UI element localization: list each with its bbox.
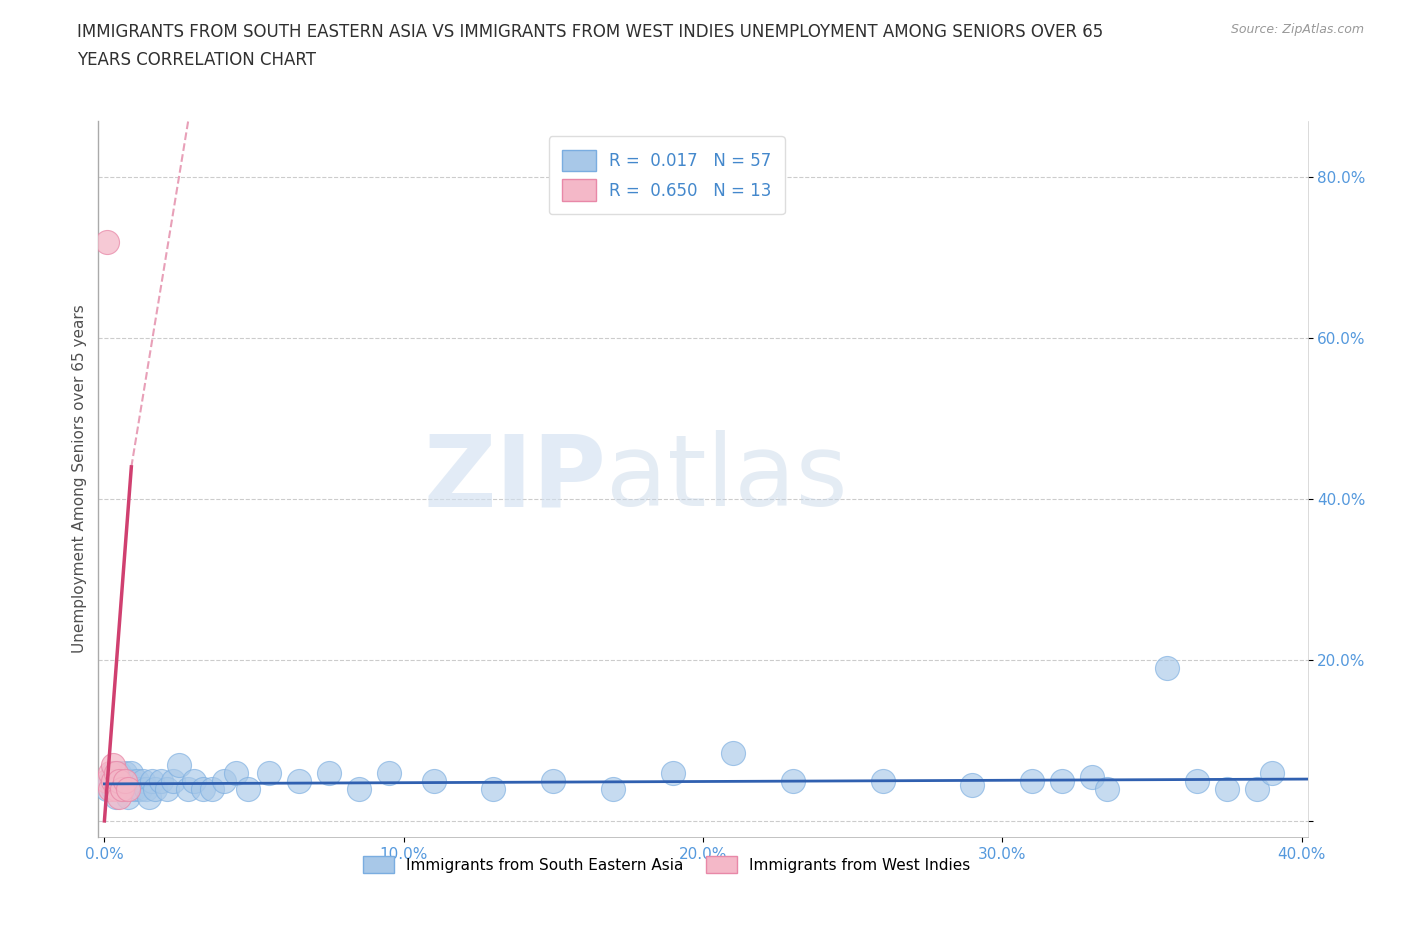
Point (111, 781, 134, 796)
Point (129, 781, 152, 796)
Point (105, 790, 128, 804)
Point (662, 765, 685, 780)
Point (1260, 765, 1282, 780)
Text: ZIP: ZIP (423, 431, 606, 527)
Point (1021, 773, 1043, 788)
Point (114, 765, 136, 780)
Point (543, 773, 565, 788)
Point (132, 773, 155, 788)
Point (1081, 769, 1104, 784)
Point (1156, 660, 1178, 675)
Point (162, 773, 184, 788)
Point (108, 765, 131, 780)
Point (225, 765, 247, 780)
Point (105, 781, 128, 796)
Point (117, 790, 139, 804)
Point (100, 773, 122, 788)
Text: Source: ZipAtlas.com: Source: ZipAtlas.com (1230, 23, 1364, 36)
Point (96, 773, 118, 788)
Point (114, 773, 136, 788)
Point (111, 773, 134, 788)
Point (138, 790, 160, 804)
Point (288, 773, 311, 788)
Point (422, 773, 444, 788)
Point (1246, 781, 1268, 796)
Point (212, 773, 235, 788)
Point (143, 781, 166, 796)
Point (96, 234, 118, 249)
Point (117, 781, 139, 796)
Point (1216, 781, 1239, 796)
Point (721, 745, 744, 760)
Point (108, 773, 131, 788)
Point (103, 757, 125, 772)
Point (108, 781, 131, 796)
Point (377, 765, 399, 780)
Point (602, 781, 624, 796)
Point (105, 765, 128, 780)
Text: YEARS CORRELATION CHART: YEARS CORRELATION CHART (77, 51, 316, 69)
Point (127, 773, 149, 788)
Point (103, 781, 125, 796)
Point (120, 773, 142, 788)
Point (193, 781, 215, 796)
Point (114, 781, 136, 796)
Legend: Immigrants from South Eastern Asia, Immigrants from West Indies: Immigrants from South Eastern Asia, Immi… (357, 850, 976, 880)
Point (177, 781, 200, 796)
Point (100, 781, 122, 796)
Y-axis label: Unemployment Among Seniors over 65 years: Unemployment Among Seniors over 65 years (72, 305, 87, 653)
Point (100, 765, 122, 780)
Point (96, 781, 118, 796)
Point (482, 781, 505, 796)
Point (103, 773, 125, 788)
Point (135, 781, 157, 796)
Point (167, 757, 190, 772)
Point (120, 765, 142, 780)
Point (782, 773, 804, 788)
Point (201, 781, 224, 796)
Point (117, 773, 139, 788)
Text: IMMIGRANTS FROM SOUTH EASTERN ASIA VS IMMIGRANTS FROM WEST INDIES UNEMPLOYMENT A: IMMIGRANTS FROM SOUTH EASTERN ASIA VS IM… (77, 23, 1104, 41)
Text: atlas: atlas (606, 431, 848, 527)
Point (1050, 773, 1073, 788)
Point (124, 781, 146, 796)
Point (347, 781, 370, 796)
Point (318, 765, 340, 780)
Point (150, 773, 173, 788)
Point (1185, 773, 1208, 788)
Point (962, 777, 984, 792)
Point (156, 781, 179, 796)
Point (108, 790, 131, 804)
Point (236, 781, 259, 796)
Point (1095, 781, 1118, 796)
Point (183, 773, 205, 788)
Point (872, 773, 894, 788)
Point (103, 765, 125, 780)
Point (105, 773, 128, 788)
Point (141, 773, 163, 788)
Point (257, 765, 280, 780)
